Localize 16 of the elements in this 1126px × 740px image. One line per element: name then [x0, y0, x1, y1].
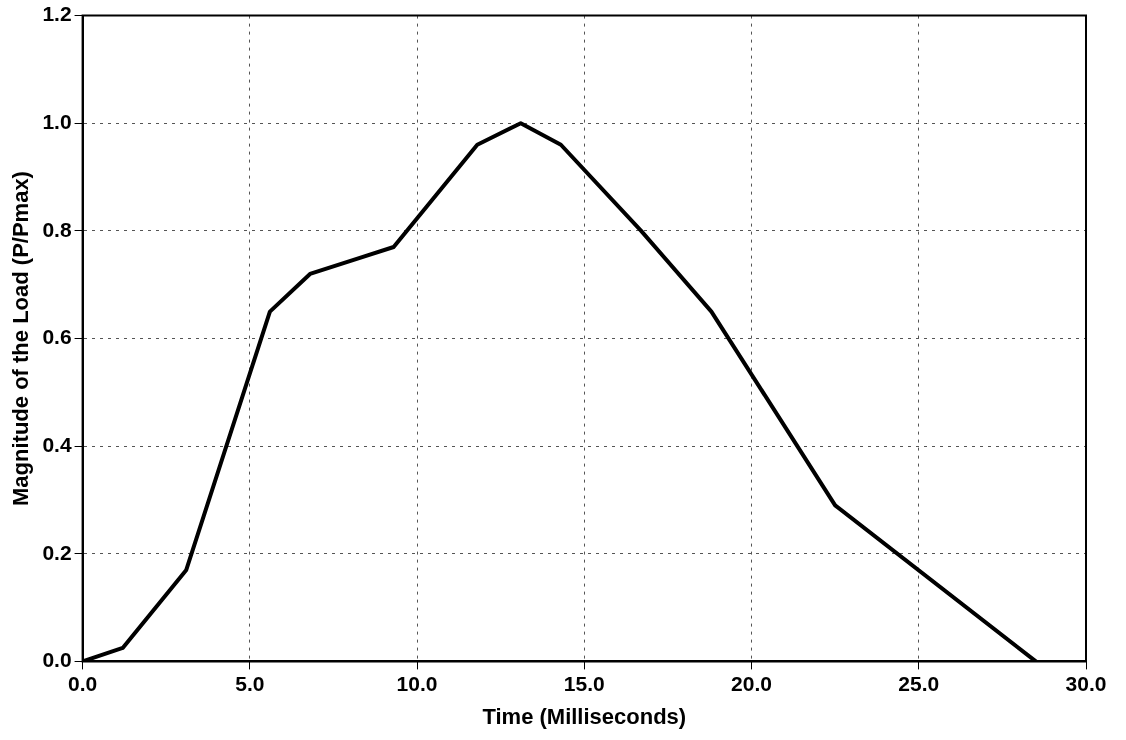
y-tick-label: 1.0 [42, 110, 72, 134]
y-tick-label: 0.2 [42, 540, 72, 564]
y-tick-label: 0.4 [42, 432, 72, 456]
y-tick-label: 1.2 [42, 2, 72, 26]
y-tick-label: 0.6 [42, 325, 72, 349]
x-tick-label: 0.0 [67, 671, 98, 695]
x-tick-label: 5.0 [235, 671, 265, 695]
x-tick-label: 10.0 [396, 671, 438, 695]
x-tick-label: 30.0 [1065, 671, 1107, 695]
x-tick-label: 15.0 [563, 671, 605, 695]
x-tick-label: 20.0 [731, 671, 772, 695]
y-tick-label: 0.0 [42, 648, 72, 672]
x-axis-title: Time (Milliseconds) [482, 703, 687, 729]
y-axis-title: Magnitude of the Load (P/Pmax) [8, 171, 34, 506]
y-tick-label: 0.8 [42, 217, 72, 241]
x-tick-label: 25.0 [898, 671, 940, 695]
